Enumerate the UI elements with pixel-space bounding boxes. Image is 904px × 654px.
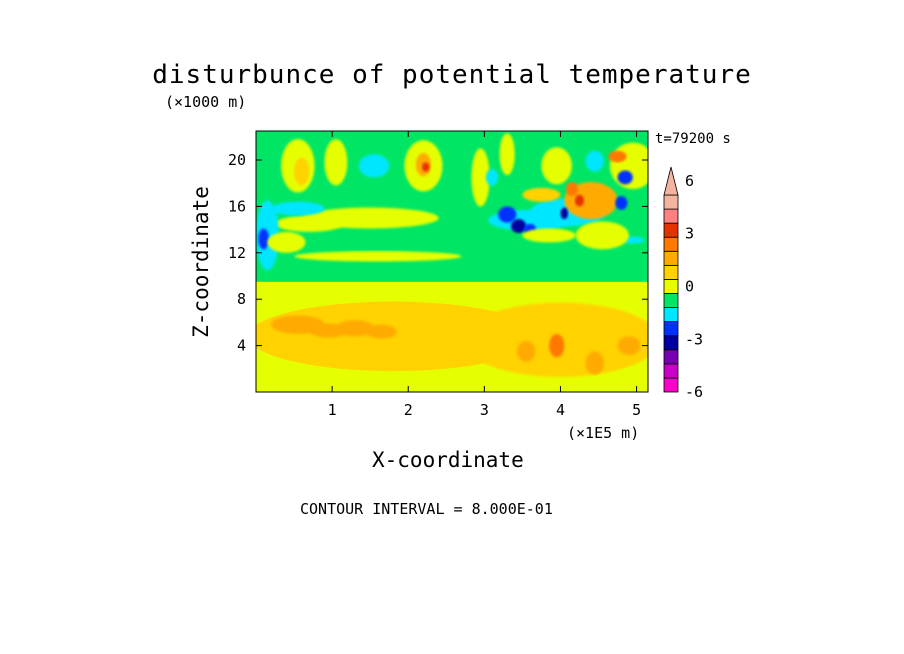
field-region xyxy=(609,142,648,189)
field-region xyxy=(585,351,604,375)
colorbar-band xyxy=(663,293,679,308)
field-region xyxy=(498,206,517,223)
colorbar-band xyxy=(663,194,679,210)
field-region xyxy=(522,228,576,243)
colorbar-level-label: 3 xyxy=(685,225,694,243)
field-region xyxy=(294,251,462,262)
field-region xyxy=(565,182,578,196)
y-tick-label: 20 xyxy=(228,151,246,169)
y-axis-unit: (×1000 m) xyxy=(165,93,247,111)
colorbar-band xyxy=(663,264,679,280)
field-region xyxy=(517,340,536,362)
y-tick-label: 8 xyxy=(237,290,246,308)
x-tick-label: 4 xyxy=(556,401,565,419)
field-region xyxy=(541,147,572,185)
colorbar-level-label: 0 xyxy=(685,278,694,296)
field-region xyxy=(560,207,569,220)
field-region xyxy=(471,148,490,207)
colorbar-band xyxy=(663,279,679,294)
colorbar: 6 3 0 -3 -6 xyxy=(663,166,703,401)
field-region xyxy=(499,133,515,176)
colorbar-band xyxy=(663,377,679,393)
field-region xyxy=(258,228,269,250)
colorbar-band xyxy=(663,335,679,351)
y-axis-ticks: 4 8 12 16 20 xyxy=(228,151,648,355)
x-axis-label: X-coordinate xyxy=(372,448,524,472)
colorbar-band xyxy=(663,250,679,266)
field-region xyxy=(267,231,306,253)
colorbar-extend-arrow xyxy=(663,166,679,196)
contour-interval-label: CONTOUR INTERVAL = 8.000E-01 xyxy=(300,500,553,518)
colorbar-level-label: 6 xyxy=(685,172,694,190)
field-region xyxy=(358,154,390,178)
time-label: t=79200 s xyxy=(655,131,731,147)
colorbar-level-label: -3 xyxy=(685,330,703,348)
field-region xyxy=(608,150,627,163)
field-region xyxy=(510,219,527,234)
field-layer xyxy=(256,131,648,392)
plot-frame xyxy=(255,130,649,393)
colorbar-band xyxy=(663,321,679,337)
colorbar-level-label: -6 xyxy=(685,383,703,401)
field-region xyxy=(574,194,585,207)
x-tick-label: 3 xyxy=(480,401,489,419)
field-region xyxy=(335,320,374,337)
y-tick-label: 16 xyxy=(228,197,246,215)
field-region xyxy=(366,324,397,339)
field-region xyxy=(485,169,499,186)
x-axis-unit: (×1E5 m) xyxy=(567,424,640,442)
field-region xyxy=(275,215,344,232)
field-region xyxy=(615,195,628,210)
chart-title: disturbunce of potential temperature xyxy=(152,60,752,90)
field-region xyxy=(324,139,348,186)
field-region xyxy=(522,187,561,202)
field-region xyxy=(421,162,430,172)
colorbar-band xyxy=(663,363,679,379)
y-tick-label: 4 xyxy=(237,337,246,355)
field-region xyxy=(617,336,641,355)
x-tick-label: 5 xyxy=(632,401,641,419)
x-tick-label: 2 xyxy=(404,401,413,419)
field-region xyxy=(271,201,325,216)
field-region xyxy=(256,301,538,372)
y-tick-label: 12 xyxy=(228,244,246,262)
colorbar-band xyxy=(663,236,679,252)
field-region xyxy=(585,150,604,172)
x-tick-label: 1 xyxy=(328,401,337,419)
colorbar-band xyxy=(663,349,679,365)
colorbar-band xyxy=(663,208,679,224)
field-region xyxy=(617,170,633,185)
field-region xyxy=(575,221,629,250)
x-axis-ticks: 1 2 3 4 5 xyxy=(328,131,641,419)
field-region xyxy=(294,157,310,186)
field-region xyxy=(549,334,565,358)
colorbar-band xyxy=(663,222,679,238)
colorbar-band xyxy=(663,307,679,323)
